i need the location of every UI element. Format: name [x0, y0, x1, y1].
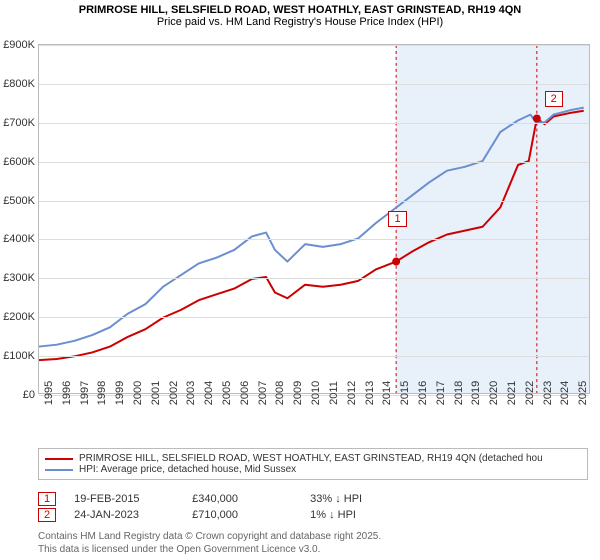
x-tick-label: 2015 [395, 381, 411, 405]
plot-area: £0£100K£200K£300K£400K£500K£600K£700K£80… [38, 44, 590, 394]
y-tick-label: £100K [3, 350, 39, 362]
legend-row: PRIMROSE HILL, SELSFIELD ROAD, WEST HOAT… [45, 453, 581, 464]
x-tick-label: 1997 [75, 381, 91, 405]
x-tick-label: 2018 [449, 381, 465, 405]
x-tick-label: 2021 [502, 381, 518, 405]
sale-price: £710,000 [192, 509, 292, 521]
y-tick-label: £900K [3, 39, 39, 51]
x-tick-label: 2025 [573, 381, 589, 405]
legend-swatch [45, 458, 73, 460]
y-tick-label: £0 [23, 389, 39, 401]
x-tick-label: 1998 [92, 381, 108, 405]
x-tick-label: 2003 [181, 381, 197, 405]
chart-subtitle: Price paid vs. HM Land Registry's House … [0, 16, 600, 30]
x-tick-label: 2010 [306, 381, 322, 405]
attribution: Contains HM Land Registry data © Crown c… [38, 531, 588, 556]
sale-row: 2 24-JAN-2023 £710,000 1% ↓ HPI [38, 508, 588, 522]
plot-svg [39, 45, 589, 393]
y-tick-label: £600K [3, 156, 39, 168]
x-tick-label: 2005 [217, 381, 233, 405]
sale-delta: 1% ↓ HPI [310, 509, 356, 521]
x-tick-label: 2017 [431, 381, 447, 405]
x-tick-label: 2016 [413, 381, 429, 405]
x-tick-label: 2022 [520, 381, 536, 405]
sale-price: £340,000 [192, 493, 292, 505]
x-tick-label: 2004 [199, 381, 215, 405]
sales-table: 1 19-FEB-2015 £340,000 33% ↓ HPI 2 24-JAN-202… [38, 490, 588, 524]
x-tick-label: 2009 [288, 381, 304, 405]
x-tick-label: 1999 [110, 381, 126, 405]
x-tick-label: 2014 [377, 381, 393, 405]
sale-date: 24-JAN-2023 [74, 509, 174, 521]
sale-row: 1 19-FEB-2015 £340,000 33% ↓ HPI [38, 492, 588, 506]
y-tick-label: £700K [3, 117, 39, 129]
legend-label: PRIMROSE HILL, SELSFIELD ROAD, WEST HOAT… [79, 453, 543, 464]
attrib-line-2: This data is licensed under the Open Gov… [38, 544, 588, 557]
x-tick-label: 2013 [360, 381, 376, 405]
sale-delta: 33% ↓ HPI [310, 493, 362, 505]
x-tick-label: 2002 [164, 381, 180, 405]
sale-date: 19-FEB-2015 [74, 493, 174, 505]
sale-badge: 2 [38, 508, 56, 522]
marker-label: 2 [545, 91, 563, 107]
chart-container: PRIMROSE HILL, SELSFIELD ROAD, WEST HOAT… [0, 0, 600, 560]
legend-label: HPI: Average price, detached house, Mid … [79, 464, 296, 475]
x-tick-label: 2019 [466, 381, 482, 405]
x-tick-label: 2024 [555, 381, 571, 405]
y-tick-label: £300K [3, 272, 39, 284]
y-tick-label: £800K [3, 78, 39, 90]
legend-swatch [45, 469, 73, 471]
x-tick-label: 2008 [270, 381, 286, 405]
x-tick-label: 2023 [538, 381, 554, 405]
x-tick-label: 2000 [128, 381, 144, 405]
x-tick-label: 2001 [146, 381, 162, 405]
x-tick-label: 2020 [484, 381, 500, 405]
x-tick-label: 2012 [342, 381, 358, 405]
attrib-line-1: Contains HM Land Registry data © Crown c… [38, 531, 588, 544]
marker-label: 1 [388, 211, 406, 227]
legend: PRIMROSE HILL, SELSFIELD ROAD, WEST HOAT… [38, 448, 588, 480]
x-tick-label: 2011 [324, 381, 340, 405]
y-tick-label: £200K [3, 311, 39, 323]
x-tick-label: 1996 [57, 381, 73, 405]
chart-title: PRIMROSE HILL, SELSFIELD ROAD, WEST HOAT… [0, 0, 600, 16]
y-tick-label: £500K [3, 195, 39, 207]
y-tick-label: £400K [3, 233, 39, 245]
x-tick-label: 2007 [253, 381, 269, 405]
legend-row: HPI: Average price, detached house, Mid … [45, 464, 581, 475]
x-tick-label: 1995 [39, 381, 55, 405]
sale-badge: 1 [38, 492, 56, 506]
x-tick-label: 2006 [235, 381, 251, 405]
